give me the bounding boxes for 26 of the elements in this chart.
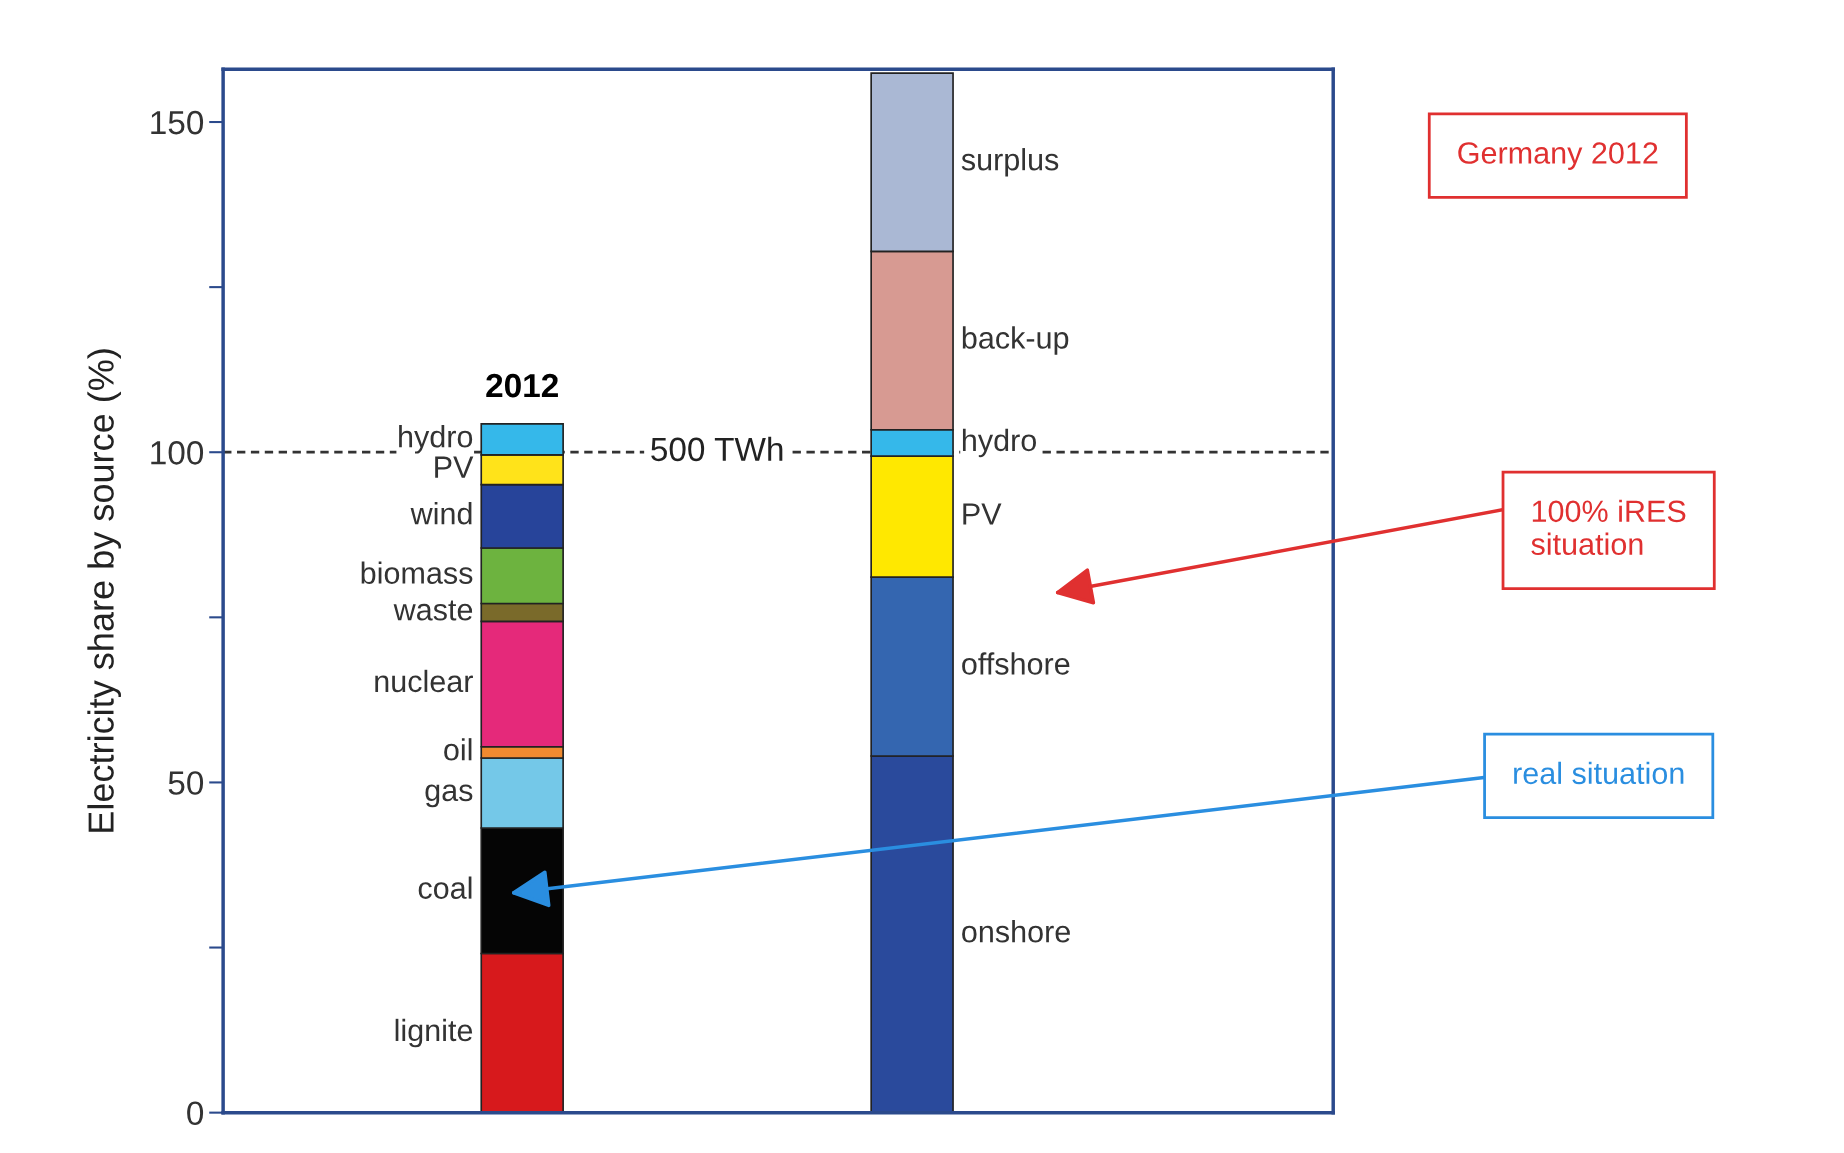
- series-label: waste: [393, 600, 473, 621]
- series-label: back-up: [962, 326, 1069, 355]
- series-label: PV: [963, 503, 1002, 525]
- series-label: wind: [410, 502, 472, 525]
- series-label: coal: [418, 876, 472, 899]
- ref-line-label: 500 TWh: [651, 436, 783, 462]
- text: real situation: [1514, 761, 1684, 785]
- text: 100% iRES situation: [1531, 499, 1686, 556]
- series-label: oil: [444, 738, 472, 761]
- x-tick-label: 2012: [486, 373, 558, 398]
- y-tick-label: 50: [168, 771, 204, 795]
- y-tick-label: 150: [151, 110, 204, 135]
- y-tick-label: 100: [151, 441, 204, 465]
- series-label: lignite: [395, 1018, 473, 1048]
- series-label: surplus: [961, 148, 1059, 177]
- series-label: onshore: [962, 920, 1070, 943]
- series-label: nuclear: [375, 669, 473, 693]
- series-label: biomass: [361, 561, 473, 584]
- series-label: offshore: [962, 652, 1070, 675]
- series-label: gas: [425, 784, 473, 808]
- text: Germany 2012: [1458, 142, 1658, 170]
- y-axis-title: Electricity share by source (%): [87, 349, 121, 832]
- series-label: hydro: [962, 428, 1036, 458]
- y-tick-label: 0: [187, 1101, 204, 1126]
- series-label: hydro: [399, 425, 473, 454]
- series-label: PV: [435, 456, 474, 478]
